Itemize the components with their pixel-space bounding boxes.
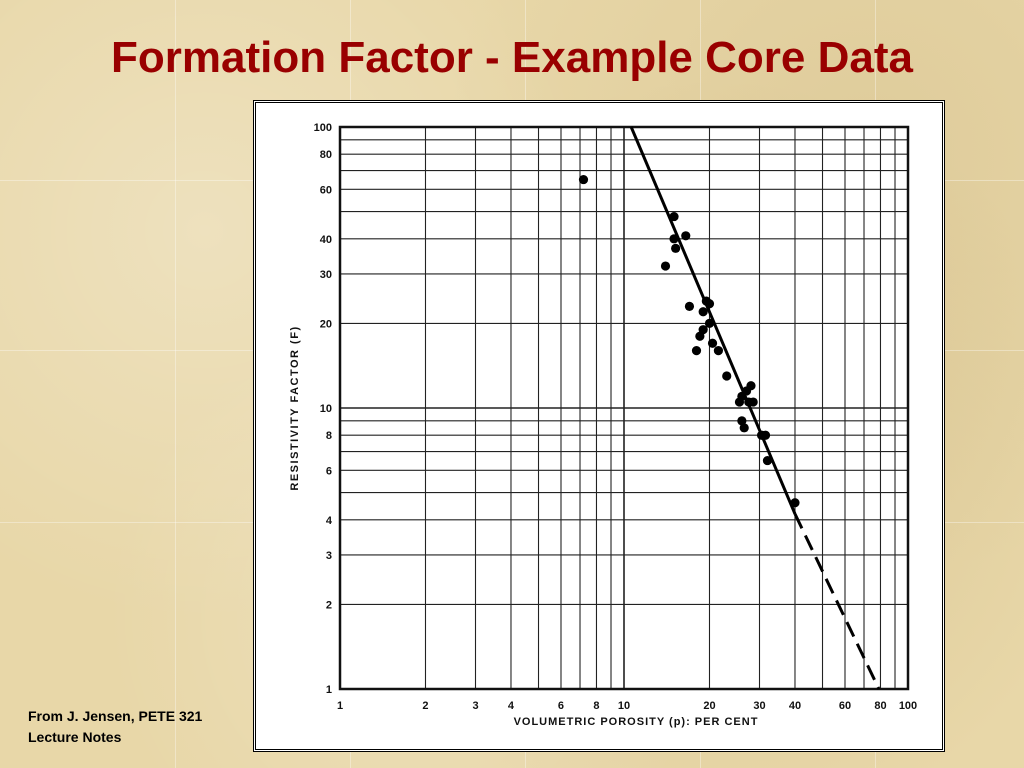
chart-frame: 1 2 3 4 6 8 10 20 30 40 60 80 100 1 2 3 4 6 8 10 20 30 40 60 80…	[253, 100, 945, 752]
fit-line-dashed	[793, 513, 881, 690]
y-tick-label: 6	[326, 465, 332, 477]
data-point	[669, 234, 679, 244]
data-point	[695, 331, 705, 341]
data-point	[790, 498, 800, 508]
y-tick-label: 8	[326, 430, 332, 442]
x-tick-label: 30	[753, 700, 765, 712]
y-tick-label: 4	[326, 515, 333, 527]
data-point	[681, 231, 691, 241]
credit-line-2: Lecture Notes	[28, 729, 122, 745]
y-tick-label: 100	[314, 122, 332, 134]
data-point	[760, 430, 771, 440]
x-tick-label: 3	[472, 700, 478, 712]
y-tick-label: 80	[320, 149, 332, 161]
x-tick-label: 4	[508, 700, 515, 712]
data-point	[671, 243, 681, 253]
data-point	[578, 174, 589, 185]
y-tick-label: 3	[326, 550, 332, 562]
x-tick-label: 40	[789, 700, 801, 712]
x-tick-label: 60	[839, 700, 851, 712]
y-tick-label: 1	[326, 684, 332, 696]
data-point	[746, 381, 756, 391]
data-point	[713, 346, 724, 356]
y-tick-label: 20	[320, 318, 332, 330]
x-tick-label: 2	[422, 700, 428, 712]
plot-border	[338, 125, 910, 691]
data-point	[722, 371, 732, 381]
credit-line-1: From J. Jensen, PETE 321	[28, 708, 203, 724]
y-tick-label: 2	[326, 599, 332, 611]
data-point	[748, 397, 758, 407]
x-tick-label: 80	[874, 700, 886, 712]
source-credit: From J. Jensen, PETE 321 Lecture Notes	[28, 706, 248, 748]
data-point	[669, 211, 679, 222]
data-point	[739, 423, 749, 433]
data-point	[684, 301, 695, 311]
x-tick-label: 10	[618, 700, 630, 712]
data-point	[704, 318, 715, 329]
data-point	[691, 346, 702, 356]
x-tick-label: 20	[703, 700, 715, 712]
y-tick-label: 30	[320, 269, 332, 281]
data-point	[698, 307, 708, 317]
data-point	[704, 299, 715, 309]
data-point	[660, 261, 671, 271]
x-tick-label: 1	[337, 700, 343, 712]
y-tick-label: 60	[320, 184, 332, 196]
x-tick-label: 6	[558, 700, 564, 712]
data-point	[762, 455, 773, 466]
y-axis-label: RESISTIVITY FACTOR (F)	[289, 325, 301, 490]
formation-factor-chart: 1 2 3 4 6 8 10 20 30 40 60 80 100 1 2 3 4 6 8 10 20 30 40 60 80…	[256, 103, 942, 749]
x-tick-label: 8	[593, 700, 599, 712]
fit-line-solid	[629, 126, 797, 515]
y-tick-label: 10	[320, 403, 332, 415]
data-point	[737, 416, 747, 426]
x-tick-label: 100	[899, 700, 917, 712]
data-point	[734, 397, 745, 407]
x-axis-label: VOLUMETRIC POROSITY (p): PER CENT	[514, 716, 759, 728]
slide-title: Formation Factor - Example Core Data	[111, 33, 913, 82]
y-tick-label: 40	[320, 234, 332, 246]
data-point	[707, 338, 718, 348]
